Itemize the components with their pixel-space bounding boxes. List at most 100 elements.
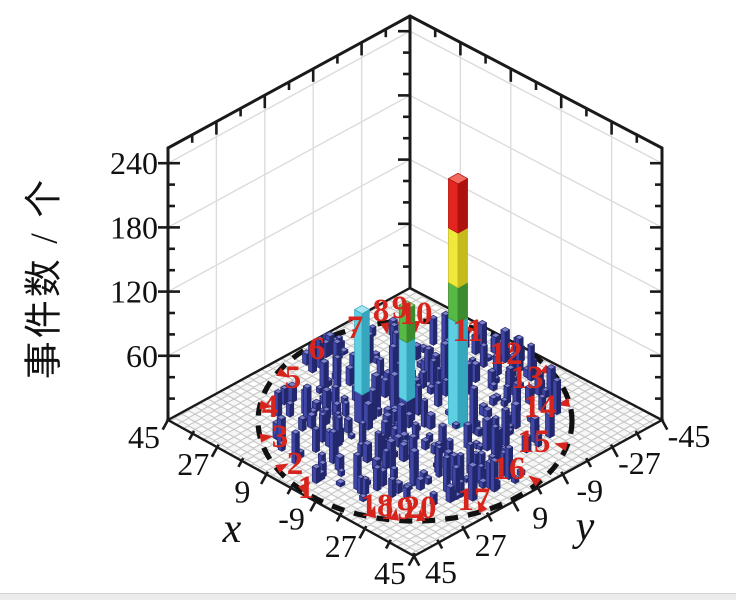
bar-top-face: [443, 448, 454, 454]
axis-ticks: [158, 16, 669, 567]
ring-marker: [367, 505, 376, 519]
bar-top-face: [501, 406, 510, 412]
bar-top-face: [280, 384, 289, 390]
bar-segment-right-face: [483, 344, 488, 368]
y-axis-tick: [634, 430, 642, 441]
bar-segment-right-face: [372, 388, 378, 421]
bar-top-face: [322, 386, 332, 393]
ring-marker: [389, 508, 400, 521]
ring-label-5: 5: [285, 360, 302, 396]
bar-top-face: [383, 405, 393, 411]
bar-top-face: [429, 314, 438, 320]
x-tick-label: 9: [234, 473, 250, 509]
x-axis-tick: [161, 416, 171, 431]
bar-segment-left-face: [414, 384, 419, 416]
ring-label-7: 7: [347, 310, 364, 346]
bar-top-face: [388, 343, 398, 349]
bar-top-face: [325, 331, 335, 337]
bar-top-face: [347, 431, 356, 437]
bar-top-face: [414, 382, 423, 388]
bar-top-face: [467, 461, 478, 468]
bar-top-face: [373, 464, 382, 470]
bar-top-face: [516, 467, 526, 473]
bar-segment-right-face: [486, 418, 493, 452]
x-tick-label: 45: [374, 555, 406, 591]
bar-segment-left-face: [362, 442, 368, 464]
bar-top-face: [424, 345, 433, 351]
bar-top-face: [345, 364, 355, 370]
x-axis-tick: [286, 484, 294, 495]
bar-top-face: [396, 401, 407, 407]
bar-segment-right-face: [433, 316, 438, 346]
bar-top-face: [335, 414, 343, 419]
bar-segment-right-face: [457, 178, 468, 234]
bar-top-face: [307, 411, 317, 417]
bar-top-face: [500, 397, 509, 402]
bar-segment-right-face: [442, 424, 447, 454]
bar-top-face: [421, 437, 430, 443]
ring-marker: [380, 321, 390, 335]
bar-segment-left-face: [409, 449, 415, 487]
y-tick-label: -45: [668, 418, 711, 454]
bar-top-face: [362, 475, 370, 481]
bar-segment-left-face: [442, 379, 447, 397]
bar-segment-right-face: [315, 466, 321, 484]
y-axis-tick: [436, 539, 444, 550]
bar-segment-right-face: [336, 356, 342, 389]
x-axis-tick: [237, 457, 245, 468]
x-tick-label: -9: [278, 501, 305, 537]
bar-top-face: [511, 474, 520, 480]
bar-top-face: [440, 340, 450, 346]
bar-top-face: [424, 474, 433, 480]
ring-label-12: 12: [490, 336, 523, 372]
bar-top-face: [487, 367, 497, 373]
bar-segment-right-face: [437, 382, 443, 408]
y-tick-label: -27: [618, 445, 661, 481]
z-tick-label: 240: [110, 145, 158, 181]
y-axis-tick: [585, 457, 593, 468]
bar-segment-right-face: [422, 371, 428, 389]
bar-top-face: [426, 410, 436, 417]
z-axis-title: 事件数 / 个: [23, 176, 66, 380]
bar-top-face: [329, 428, 338, 434]
bar-top-face: [534, 431, 543, 437]
bar-top-face: [552, 377, 562, 383]
ring-label-16: 16: [493, 451, 526, 487]
ring-marker: [259, 433, 274, 443]
back-walls: [168, 16, 662, 420]
bar-top-face: [331, 383, 340, 389]
bar-top-face: [471, 332, 480, 338]
bar-top-face: [318, 459, 327, 465]
bar-top-face: [477, 319, 487, 326]
bar-top-face: [291, 429, 300, 435]
bar-segment-left-face: [381, 378, 386, 399]
y-axis-tick: [485, 511, 493, 522]
bar-top-face: [382, 411, 393, 418]
bar-top-face: [435, 444, 443, 449]
ring-label-1: 1: [298, 470, 315, 506]
bar-top-face: [382, 447, 391, 453]
bar-top-face: [451, 421, 461, 427]
bar-top-face: [389, 371, 400, 377]
bar-top-face: [398, 440, 409, 447]
bar-segment-right-face: [505, 408, 510, 447]
bar-top-face: [546, 364, 556, 370]
bar-segment-right-face: [457, 227, 468, 289]
ring-label-9: 9: [392, 290, 409, 326]
x-axis-tick: [384, 539, 392, 550]
bar-top-face: [363, 399, 374, 406]
scan-edge-strip: [0, 593, 736, 600]
bar-segment-right-face: [338, 416, 343, 447]
x-tick-label: 27: [325, 528, 357, 564]
bar-top-face: [409, 447, 419, 453]
bar-top-face: [390, 465, 398, 471]
bar-top-face: [276, 414, 286, 421]
bar-top-face: [477, 463, 485, 468]
bar-segment-left-face: [342, 401, 347, 418]
bar-segment-left-face: [354, 390, 363, 426]
ring-label-4: 4: [262, 389, 279, 425]
bar-top-face: [448, 172, 468, 185]
ring-marker: [416, 508, 426, 522]
